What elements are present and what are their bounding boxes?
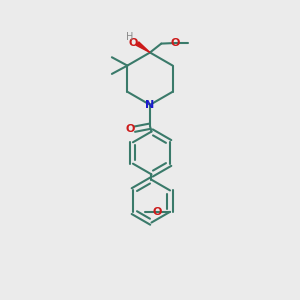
Polygon shape (136, 42, 150, 52)
Text: O: O (126, 124, 135, 134)
Text: O: O (152, 207, 162, 217)
Text: O: O (129, 38, 138, 48)
Text: N: N (146, 100, 154, 110)
Text: O: O (171, 38, 180, 48)
Text: H: H (126, 32, 133, 42)
